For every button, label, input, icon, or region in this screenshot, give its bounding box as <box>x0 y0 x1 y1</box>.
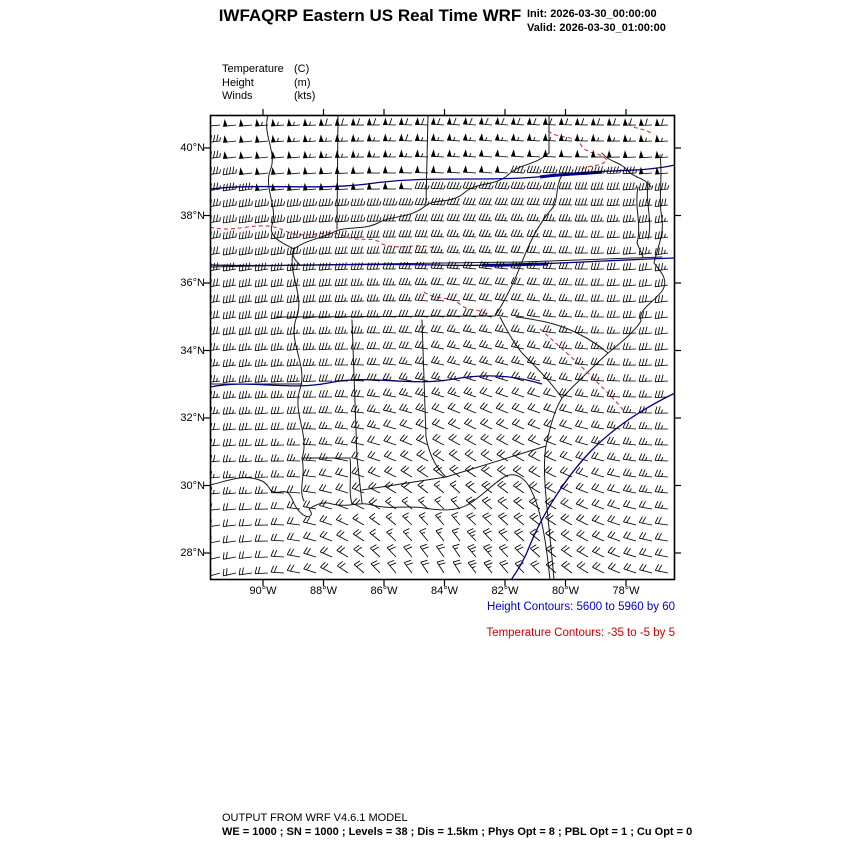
state-boundary-path <box>425 115 429 204</box>
legend-field-name: Height <box>222 76 254 89</box>
lat-tick-label: 32°N <box>180 412 205 424</box>
state-boundary-path <box>499 316 563 399</box>
state-boundary-path <box>515 316 609 354</box>
page-title: IWFAQRP Eastern US Real Time WRF <box>218 6 522 25</box>
state-boundary-path <box>601 152 652 188</box>
model-output-line: OUTPUT FROM WRF V4.6.1 MODEL <box>222 812 408 824</box>
lon-tick-label: 78°W <box>612 585 640 597</box>
legend-field-name: Winds <box>222 90 253 102</box>
lat-tick-label: 38°N <box>180 209 205 222</box>
state-boundary-path <box>291 248 305 502</box>
lat-tick-label: 36°N <box>180 277 205 289</box>
axis-ticks <box>204 109 681 586</box>
state-boundary-path <box>361 445 547 491</box>
state-boundary-path <box>266 115 295 250</box>
run-info: Init: 2026-03-30_00:00:00 Valid: 2026-03… <box>527 7 666 35</box>
height-contour-line <box>210 257 675 267</box>
lat-tick-label: 30°N <box>180 479 205 492</box>
height-contour-line <box>539 170 603 179</box>
state-boundary-path <box>210 474 551 580</box>
map-canvas <box>204 109 681 586</box>
model-config-line: WE = 1000 ; SN = 1000 ; Levels = 38 ; Di… <box>222 825 693 838</box>
legend-field-unit: (m) <box>294 76 311 89</box>
lon-tick-label: 82°W <box>491 585 519 597</box>
state-boundary-path <box>636 186 644 258</box>
lat-tick-label: 28°N <box>180 547 205 559</box>
lon-tick-label: 80°W <box>551 585 580 597</box>
wind-barb-pennants <box>210 117 660 191</box>
height-contour-line <box>481 262 549 267</box>
legend-row: Temperature (C) <box>222 63 315 77</box>
temperature-contour-line <box>539 328 625 412</box>
state-boundary-path <box>521 174 563 263</box>
height-contour-line <box>210 375 543 388</box>
footer: OUTPUT FROM WRF V4.6.1 MODEL WE = 1000 ;… <box>222 812 692 839</box>
state-boundary-path <box>351 319 363 504</box>
legend-field-name: Temperature <box>222 63 284 75</box>
state-boundary-path <box>292 248 301 266</box>
state-boundary-path <box>521 256 663 263</box>
height-contour-line <box>210 164 675 190</box>
lon-tick-label: 84°W <box>430 585 459 597</box>
state-boundary-path <box>494 261 523 317</box>
state-boundary-path <box>349 457 353 505</box>
legend-field-unit: (C) <box>294 63 310 75</box>
height-contours <box>210 164 675 580</box>
state-boundary-path <box>421 319 447 478</box>
lat-tick-label: 34°N <box>180 344 205 357</box>
legend-row: Height (m) <box>222 77 315 91</box>
state-boundary-path <box>543 262 666 580</box>
wind-barbs <box>210 117 670 577</box>
legend-field-unit: (kts) <box>294 90 316 102</box>
valid-time-label: Valid: 2026-03-30_01:00:00 <box>527 22 666 34</box>
lon-tick-label: 86°W <box>370 585 398 597</box>
temperature-contour-caption: Temperature Contours: -35 to -5 by 5 <box>486 627 675 639</box>
map-frame <box>209 114 676 581</box>
lon-tick-label: 88°W <box>309 585 338 597</box>
field-legend: Temperature (C) Height (m) Winds (kts) <box>222 63 315 104</box>
legend-row: Winds (kts) <box>222 90 315 104</box>
init-time-label: Init: 2026-03-30_00:00:00 <box>527 8 657 20</box>
lat-tick-label: 40°N <box>180 142 205 154</box>
height-contour-caption: Height Contours: 5600 to 5960 by 60 <box>487 601 675 613</box>
state-boundary-path <box>293 152 550 250</box>
wind-barb-strokes <box>210 117 670 577</box>
lon-tick-label: 90°W <box>249 585 277 597</box>
map-plot <box>204 109 681 586</box>
